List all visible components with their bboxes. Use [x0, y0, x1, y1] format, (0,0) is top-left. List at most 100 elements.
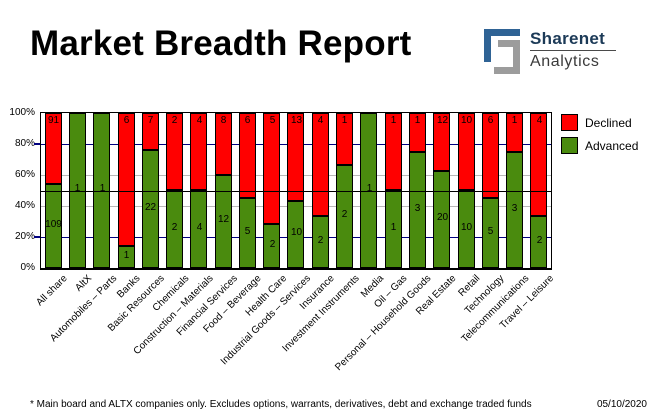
bar-segment-declined — [385, 113, 402, 190]
bar-segment-advanced — [530, 216, 547, 268]
bar-segment-advanced — [166, 190, 183, 268]
bar-segment-declined — [287, 113, 304, 201]
bar-segment-declined — [530, 113, 547, 216]
logo-brand-name: Sharenet — [530, 29, 606, 48]
declined-count-label: 91 — [47, 115, 60, 126]
advanced-count-label: 1 — [390, 222, 397, 233]
declined-count-label: 1 — [341, 115, 348, 126]
bar-segment-advanced — [190, 190, 207, 268]
bar-segment-declined — [166, 113, 183, 190]
logo-product-name: Analytics — [530, 53, 600, 70]
bar-segment-declined — [190, 113, 207, 190]
bar-segment-advanced — [118, 246, 135, 268]
advanced-count-label: 3 — [414, 203, 421, 214]
bar-segment-advanced — [360, 113, 377, 268]
advanced-count-label: 2 — [341, 209, 348, 220]
advanced-count-label: 1 — [99, 183, 106, 194]
advanced-count-label: 109 — [45, 219, 62, 230]
bar-segment-declined — [215, 113, 232, 175]
bar-segment-advanced — [433, 171, 450, 268]
y-axis-tick — [34, 236, 40, 238]
advanced-count-label: 4 — [196, 222, 203, 233]
declined-count-label: 7 — [147, 115, 154, 126]
bar-segment-advanced — [458, 190, 475, 268]
bar-segment-declined — [312, 113, 329, 216]
y-tick-label: 60% — [14, 169, 35, 180]
bar-segment-advanced — [312, 216, 329, 268]
advanced-count-label: 10 — [290, 227, 303, 238]
advanced-count-label: 10 — [460, 222, 473, 233]
bar-segment-advanced — [287, 201, 304, 268]
legend-swatch-advanced — [561, 137, 578, 154]
advanced-count-label: 12 — [217, 214, 230, 225]
bar-segment-declined — [506, 113, 523, 152]
declined-count-label: 2 — [171, 115, 178, 126]
bar-segment-advanced — [409, 152, 426, 268]
advanced-count-label: 2 — [317, 235, 324, 246]
bar-segment-declined — [409, 113, 426, 152]
advanced-count-label: 20 — [436, 212, 449, 223]
bar-segment-declined — [263, 113, 280, 224]
bar-segment-declined — [458, 113, 475, 190]
x-category-label: AltX — [73, 273, 94, 294]
declined-count-label: 4 — [317, 115, 324, 126]
bar-segment-advanced — [506, 152, 523, 268]
declined-count-label: 1 — [390, 115, 397, 126]
sharenet-logo: Sharenet Analytics — [484, 29, 616, 74]
y-axis-tick — [34, 143, 40, 145]
bar-segment-advanced — [142, 150, 159, 268]
declined-count-label: 4 — [196, 115, 203, 126]
bar-segment-advanced — [69, 113, 86, 268]
declined-count-label: 4 — [536, 115, 543, 126]
declined-count-label: 12 — [436, 115, 449, 126]
sharenet-logo-text: Sharenet Analytics — [530, 29, 616, 71]
legend-swatch-declined — [561, 114, 578, 131]
bar-segment-declined — [118, 113, 135, 246]
declined-count-label: 10 — [460, 115, 473, 126]
page-title: Market Breadth Report — [30, 24, 412, 63]
bar-segment-declined — [482, 113, 499, 198]
plot-area: 91 109 1 1 6 1 7 22 2 2 4 4 8 12 6 5 5 2 13 10 4 2 1 2 1 1 1 1 3 12 20… — [40, 112, 552, 270]
declined-count-label: 1 — [511, 115, 518, 126]
advanced-count-label: 1 — [74, 183, 81, 194]
bar-segment-declined — [336, 113, 353, 165]
bar-segment-declined — [142, 113, 159, 150]
legend: Declined Advanced — [561, 114, 638, 160]
declined-count-label: 6 — [487, 115, 494, 126]
advanced-count-label: 1 — [123, 250, 130, 261]
bar-segment-advanced — [263, 224, 280, 268]
logo-divider — [530, 50, 616, 51]
declined-count-label: 6 — [244, 115, 251, 126]
declined-count-label: 5 — [269, 115, 276, 126]
bar-segment-advanced — [239, 198, 256, 268]
y-tick-label: 20% — [14, 231, 35, 242]
y-tick-label: 100% — [9, 107, 35, 118]
bar-segment-declined — [239, 113, 256, 198]
report-date: 05/10/2020 — [596, 399, 647, 410]
sharenet-logo-icon — [484, 29, 520, 74]
bar-segment-advanced — [215, 175, 232, 268]
declined-count-label: 1 — [414, 115, 421, 126]
y-tick-label: 80% — [14, 138, 35, 149]
advanced-count-label: 1 — [366, 183, 373, 194]
bar-segment-advanced — [336, 165, 353, 268]
legend-label-advanced: Advanced — [585, 138, 639, 153]
declined-count-label: 8 — [220, 115, 227, 126]
y-tick-label: 0% — [20, 262, 35, 273]
advanced-count-label: 5 — [244, 226, 251, 237]
bar-segment-advanced — [45, 184, 62, 268]
x-category-label: All share — [34, 273, 70, 309]
bar-segment-declined — [433, 113, 450, 171]
footnote: * Main board and ALTX companies only. Ex… — [30, 399, 532, 410]
legend-item-declined: Declined — [561, 114, 638, 131]
fifty-percent-line — [41, 191, 551, 192]
legend-label-declined: Declined — [585, 115, 632, 130]
advanced-count-label: 2 — [171, 222, 178, 233]
advanced-count-label: 22 — [144, 202, 157, 213]
legend-item-advanced: Advanced — [561, 137, 638, 154]
y-tick-label: 40% — [14, 200, 35, 211]
advanced-count-label: 2 — [536, 235, 543, 246]
bar-segment-declined — [45, 113, 62, 184]
